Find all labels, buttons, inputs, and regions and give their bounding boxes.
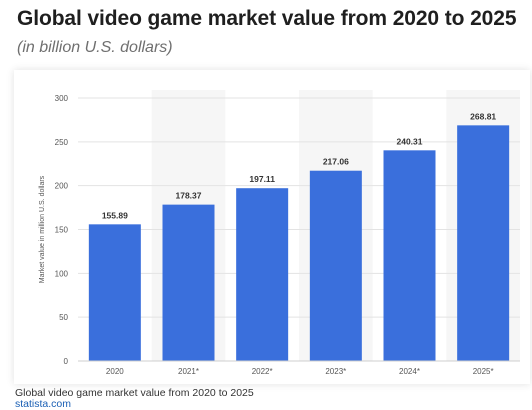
x-tick-label: 2021* [178,367,199,376]
chart-card: 0 50 100 150 200 250 300 Market value in millio… [14,70,530,384]
y-tick-label: 200 [55,182,69,191]
y-tick-label: 50 [59,313,68,322]
bar-2020 [89,224,141,361]
data-label: 197.11 [249,174,275,184]
bar-2022 [236,188,288,361]
data-label: 240.31 [397,136,423,146]
y-tick-label: 150 [55,226,69,235]
source-link[interactable]: statista.com [15,398,71,410]
x-tick-label: 2023* [325,367,346,376]
bar-chart: 0 50 100 150 200 250 300 Market value in millio… [14,70,530,384]
y-tick-label: 300 [55,94,69,103]
y-tick-label: 0 [64,357,69,366]
bar-2024 [384,150,436,361]
bar-2021 [163,205,215,361]
y-tick-label: 250 [55,138,69,147]
data-label: 178.37 [176,191,202,201]
y-tick-label: 100 [55,269,69,278]
bar-2025 [457,125,509,361]
page-subtitle: (in billion U.S. dollars) [17,39,173,57]
x-tick-label: 2025* [473,367,494,376]
x-tick-label: 2022* [252,367,273,376]
y-axis-label: Market value in million U.S. dollars [39,175,46,283]
x-tick-label: 2020 [106,367,124,376]
data-label: 155.89 [102,210,128,220]
page-title: Global video game market value from 2020… [17,7,516,31]
bar-2023 [310,171,362,361]
x-tick-label: 2024* [399,367,420,376]
data-label: 268.81 [470,111,496,121]
data-label: 217.06 [323,157,349,167]
